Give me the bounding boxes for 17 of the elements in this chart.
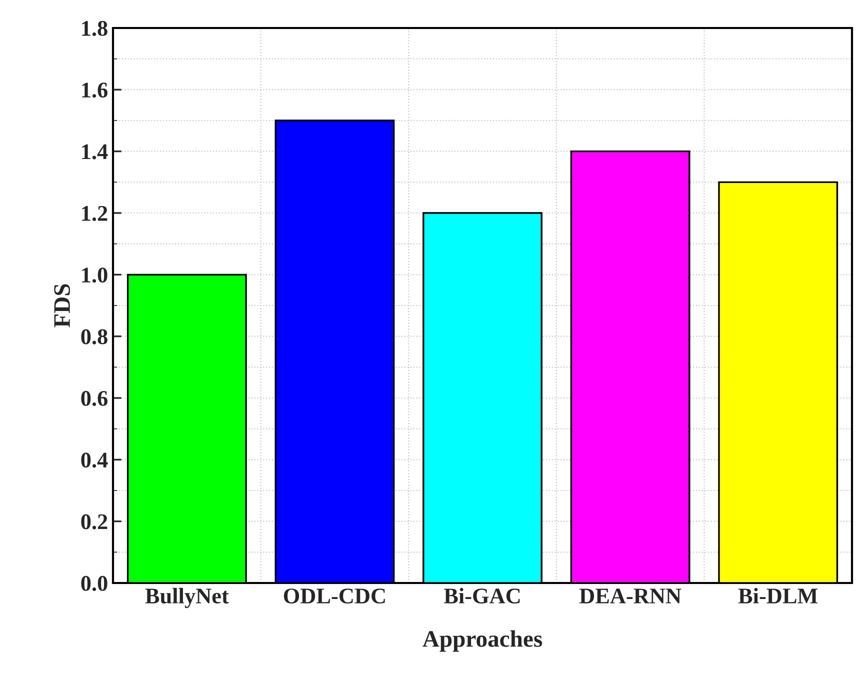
y-tick-label: 1.4 (82, 144, 108, 160)
x-tick-label: DEA-RNN (579, 588, 682, 604)
y-axis-title: FDS (54, 284, 70, 328)
x-tick-label: ODL-CDC (284, 588, 385, 604)
y-tick-label: 0.6 (81, 390, 108, 406)
x-tick-label: Bi-GAC (444, 588, 520, 604)
y-tick-label: 1.8 (82, 20, 108, 36)
y-tick-label: 1.6 (82, 82, 108, 98)
y-tick-label: 0.2 (81, 514, 108, 530)
y-tick-label: 0.8 (81, 329, 108, 344)
y-tick-label: 1.2 (82, 206, 108, 222)
x-tick-label: Bi-DLM (738, 588, 818, 604)
y-tick-label: 0.4 (81, 452, 108, 468)
x-axis-title: Approaches (422, 630, 542, 652)
y-tick-label: 1.0 (82, 268, 108, 283)
x-tick-label: BullyNet (145, 588, 229, 608)
y-tick-label: 0.0 (81, 576, 108, 592)
